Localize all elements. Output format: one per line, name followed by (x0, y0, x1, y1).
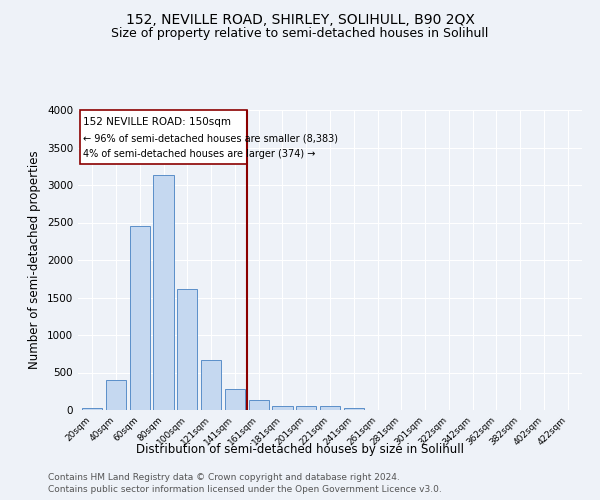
Y-axis label: Number of semi-detached properties: Number of semi-detached properties (28, 150, 41, 370)
Bar (248, 400, 269, 410)
Text: Contains public sector information licensed under the Open Government Licence v3: Contains public sector information licen… (48, 485, 442, 494)
Bar (130, 226, 150, 410)
Bar (272, 406, 293, 410)
Text: 4% of semi-detached houses are larger (374) →: 4% of semi-detached houses are larger (3… (83, 149, 315, 159)
Bar (344, 408, 364, 410)
Bar (225, 389, 245, 410)
FancyBboxPatch shape (80, 110, 247, 164)
Bar (201, 360, 221, 410)
Bar (296, 406, 316, 410)
Text: 152 NEVILLE ROAD: 150sqm: 152 NEVILLE ROAD: 150sqm (83, 116, 231, 126)
Bar (320, 406, 340, 410)
Text: Contains HM Land Registry data © Crown copyright and database right 2024.: Contains HM Land Registry data © Crown c… (48, 472, 400, 482)
Bar (177, 288, 197, 410)
Bar (106, 380, 126, 410)
Bar (82, 408, 103, 410)
Text: Size of property relative to semi-detached houses in Solihull: Size of property relative to semi-detach… (112, 28, 488, 40)
Text: ← 96% of semi-detached houses are smaller (8,383): ← 96% of semi-detached houses are smalle… (83, 133, 338, 143)
Bar (154, 176, 173, 410)
Text: 152, NEVILLE ROAD, SHIRLEY, SOLIHULL, B90 2QX: 152, NEVILLE ROAD, SHIRLEY, SOLIHULL, B9… (125, 12, 475, 26)
Text: Distribution of semi-detached houses by size in Solihull: Distribution of semi-detached houses by … (136, 442, 464, 456)
